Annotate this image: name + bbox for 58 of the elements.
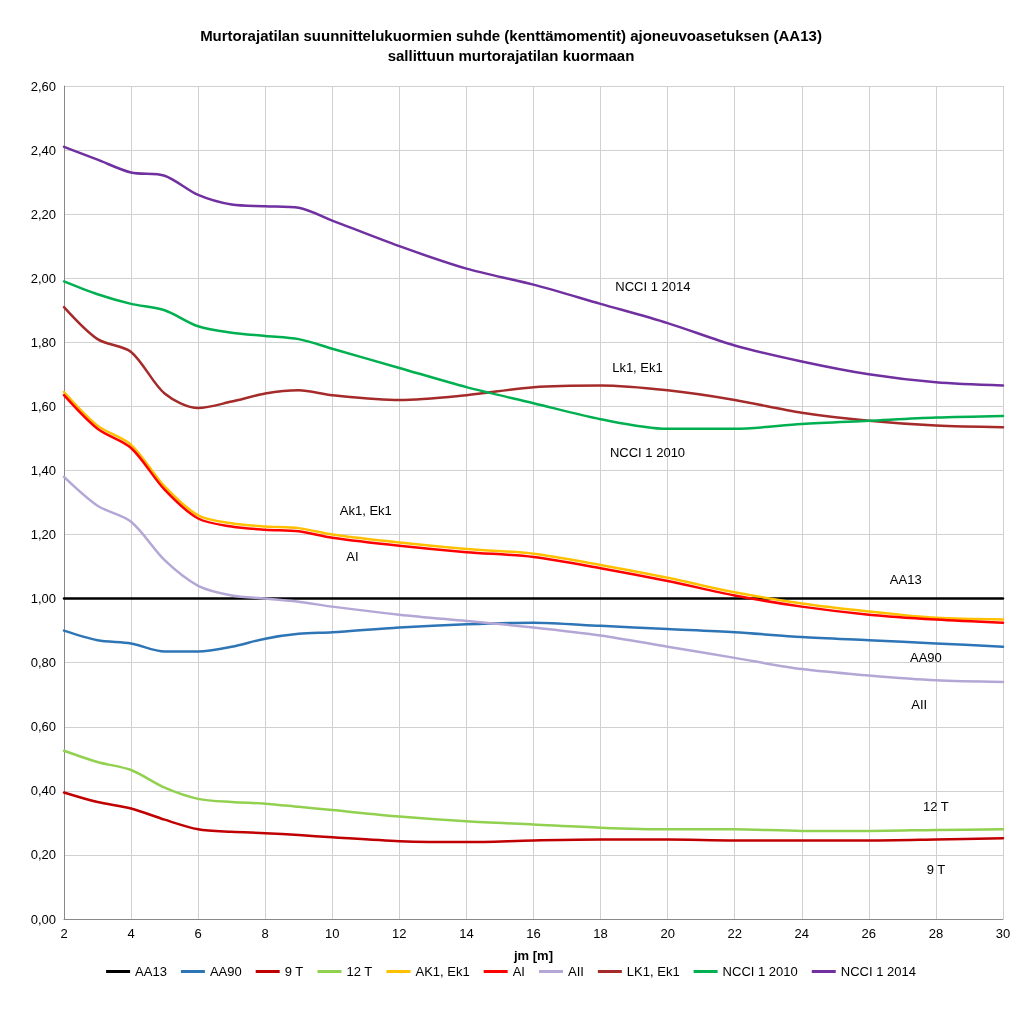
legend-label: AI [512, 964, 525, 979]
y-tick-label: 1,40 [30, 462, 56, 478]
annotation: AII [911, 696, 928, 712]
legend-label: 9 T [284, 964, 304, 979]
annotation: Ak1, Ek1 [339, 502, 392, 518]
legend-label: NCCI 1 2010 [722, 964, 798, 979]
line-series [62, 280, 1005, 431]
y-tick-label: 2,60 [30, 78, 56, 94]
x-tick-label: 8 [261, 926, 269, 941]
legend-label: AA13 [135, 964, 167, 979]
x-tick-label: 30 [995, 926, 1011, 941]
x-tick-label: 12 [392, 926, 407, 941]
x-tick-label: 14 [459, 926, 474, 941]
line-series [62, 305, 1005, 429]
x-tick-label: 20 [660, 926, 675, 941]
annotation: AA13 [889, 571, 922, 587]
annotation: Lk1, Ek1 [612, 360, 663, 376]
y-tick-label: 0,80 [30, 655, 56, 671]
line-series [62, 791, 1005, 844]
x-tick-label: 2 [60, 926, 68, 941]
annotation: 9 T [926, 861, 946, 877]
chart-title: Murtorajatilan suunnittelukuormien suhde (kenttämomentit) ajoneuvoasetuksen (AA13) sallittuun murtorajatilan kuormaan [200, 26, 822, 64]
legend-label: 12 T [346, 964, 373, 979]
legend-label: AK1, Ek1 [415, 964, 470, 979]
y-tick-label: 0,40 [30, 783, 56, 799]
y-tick-label: 0,00 [30, 911, 56, 927]
x-tick-label: 4 [127, 926, 135, 941]
line-series [62, 749, 1005, 833]
y-tick-label: 1,60 [30, 398, 56, 414]
line-series [62, 145, 1005, 387]
x-tick-label: 28 [928, 926, 944, 941]
x-tick-label: 16 [526, 926, 541, 941]
annotation: AI [346, 549, 359, 565]
y-tick-label: 2,20 [30, 206, 56, 222]
y-tick-label: 1,20 [30, 527, 56, 543]
legend-label: LK1, Ek1 [626, 964, 680, 979]
annotation: NCCI 1 2010 [609, 445, 686, 461]
y-tick-label: 1,00 [30, 591, 56, 607]
legend-label: AA90 [209, 964, 242, 979]
x-tick-label: 6 [194, 926, 202, 941]
annotation: 12 T [923, 799, 949, 815]
y-tick-label: 2,00 [30, 270, 56, 286]
legend-label: AII [567, 964, 584, 979]
y-tick-label: 2,40 [30, 142, 56, 158]
x-tick-label: 26 [861, 926, 877, 941]
x-tick-label: 22 [727, 926, 742, 941]
x-tick-label: 18 [593, 926, 608, 941]
y-tick-label: 1,80 [30, 334, 56, 350]
y-tick-label: 0,20 [30, 847, 56, 863]
line-series [62, 475, 1005, 684]
x-tick-label: 10 [325, 926, 340, 941]
x-tick-label: 24 [794, 926, 810, 941]
y-tick-label: 0,60 [30, 719, 56, 735]
annotation: AA90 [909, 650, 942, 666]
annotation: NCCI 1 2014 [615, 278, 691, 294]
legend-label: NCCI 1 2014 [840, 964, 916, 979]
x-axis-title: jm [m] [513, 948, 553, 963]
line-series [62, 621, 1005, 653]
